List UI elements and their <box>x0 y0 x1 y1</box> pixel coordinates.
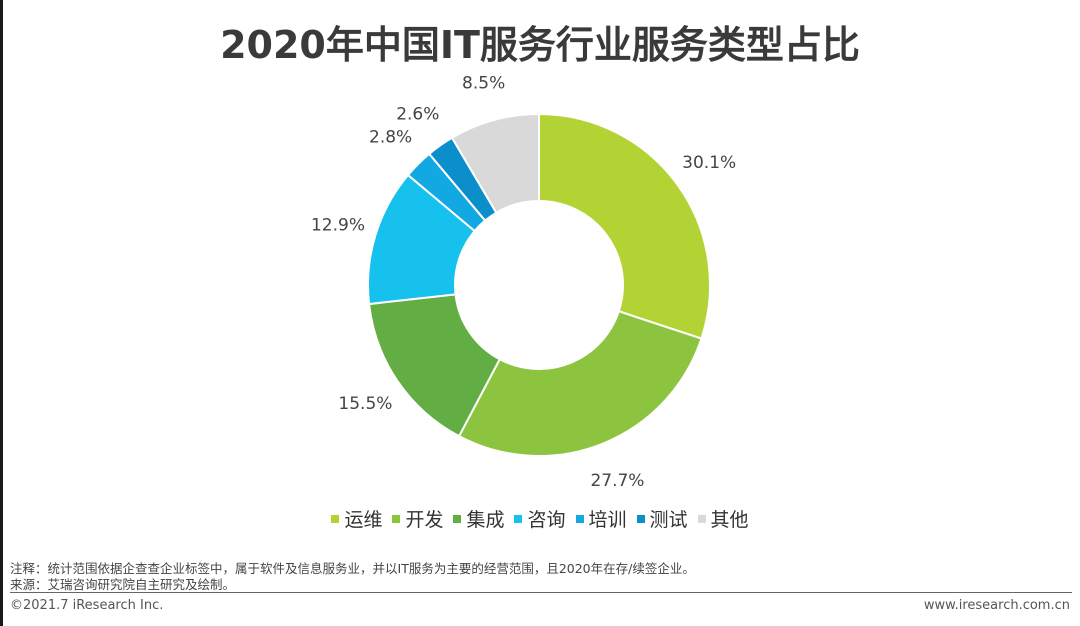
legend-label: 其他 <box>710 509 749 531</box>
slice-label-培训: 2.8% <box>369 127 412 147</box>
footnote-source: 来源：艾瑞咨询研究院自主研究及绘制。 <box>10 577 236 592</box>
legend-item-其他: 其他 <box>697 505 749 532</box>
legend-label: 测试 <box>649 509 688 531</box>
slice-label-开发: 27.7% <box>590 471 644 491</box>
legend-swatch <box>453 514 462 523</box>
chart-title: 2020年中国IT服务行业服务类型占比 <box>220 23 860 67</box>
legend-swatch <box>331 514 340 523</box>
donut-slices <box>367 112 711 457</box>
slice-开发 <box>457 310 703 457</box>
legend-label: 培训 <box>588 509 627 531</box>
slice-其他 <box>450 112 540 215</box>
legend-item-测试: 测试 <box>636 505 688 532</box>
slice-labels: 30.1% 27.7% 15.5% 12.9% 2.8% 2.6% 8.5% <box>311 73 736 490</box>
legend-item-运维: 运维 <box>331 505 382 532</box>
footer-website[interactable]: www.iresearch.com.cn <box>923 598 1070 613</box>
legend-swatch <box>514 514 523 523</box>
slice-label-集成: 15.5% <box>338 394 392 414</box>
slice-label-运维: 30.1% <box>682 153 736 173</box>
left-border <box>0 0 3 626</box>
legend-item-开发: 开发 <box>392 505 443 532</box>
legend-item-培训: 培训 <box>575 505 627 532</box>
footer-copyright: ©2021.7 iResearch Inc. <box>10 598 164 613</box>
legend-label: 运维 <box>344 509 383 531</box>
legend-swatch <box>575 514 584 523</box>
slice-集成 <box>367 293 502 438</box>
legend-swatch <box>392 514 401 523</box>
legend-label: 开发 <box>405 509 444 531</box>
slice-label-其他: 8.5% <box>462 73 505 93</box>
legend-item-集成: 集成 <box>453 505 504 532</box>
legend-label: 咨询 <box>527 509 566 531</box>
slice-运维 <box>538 112 711 340</box>
legend-swatch <box>697 514 706 523</box>
footer-divider <box>10 592 1072 593</box>
legend-label: 集成 <box>466 509 505 531</box>
legend-item-咨询: 咨询 <box>514 505 566 532</box>
slice-label-测试: 2.6% <box>396 104 439 124</box>
chart-legend: 运维 开发 集成 咨询 培训 测试 其他 <box>0 505 1080 532</box>
footnote-scope: 注释：统计范围依据企查查企业标签中，属于软件及信息服务业，并以IT服务为主要的经… <box>10 561 695 576</box>
slice-label-咨询: 12.9% <box>311 215 365 235</box>
legend-swatch <box>636 514 645 523</box>
